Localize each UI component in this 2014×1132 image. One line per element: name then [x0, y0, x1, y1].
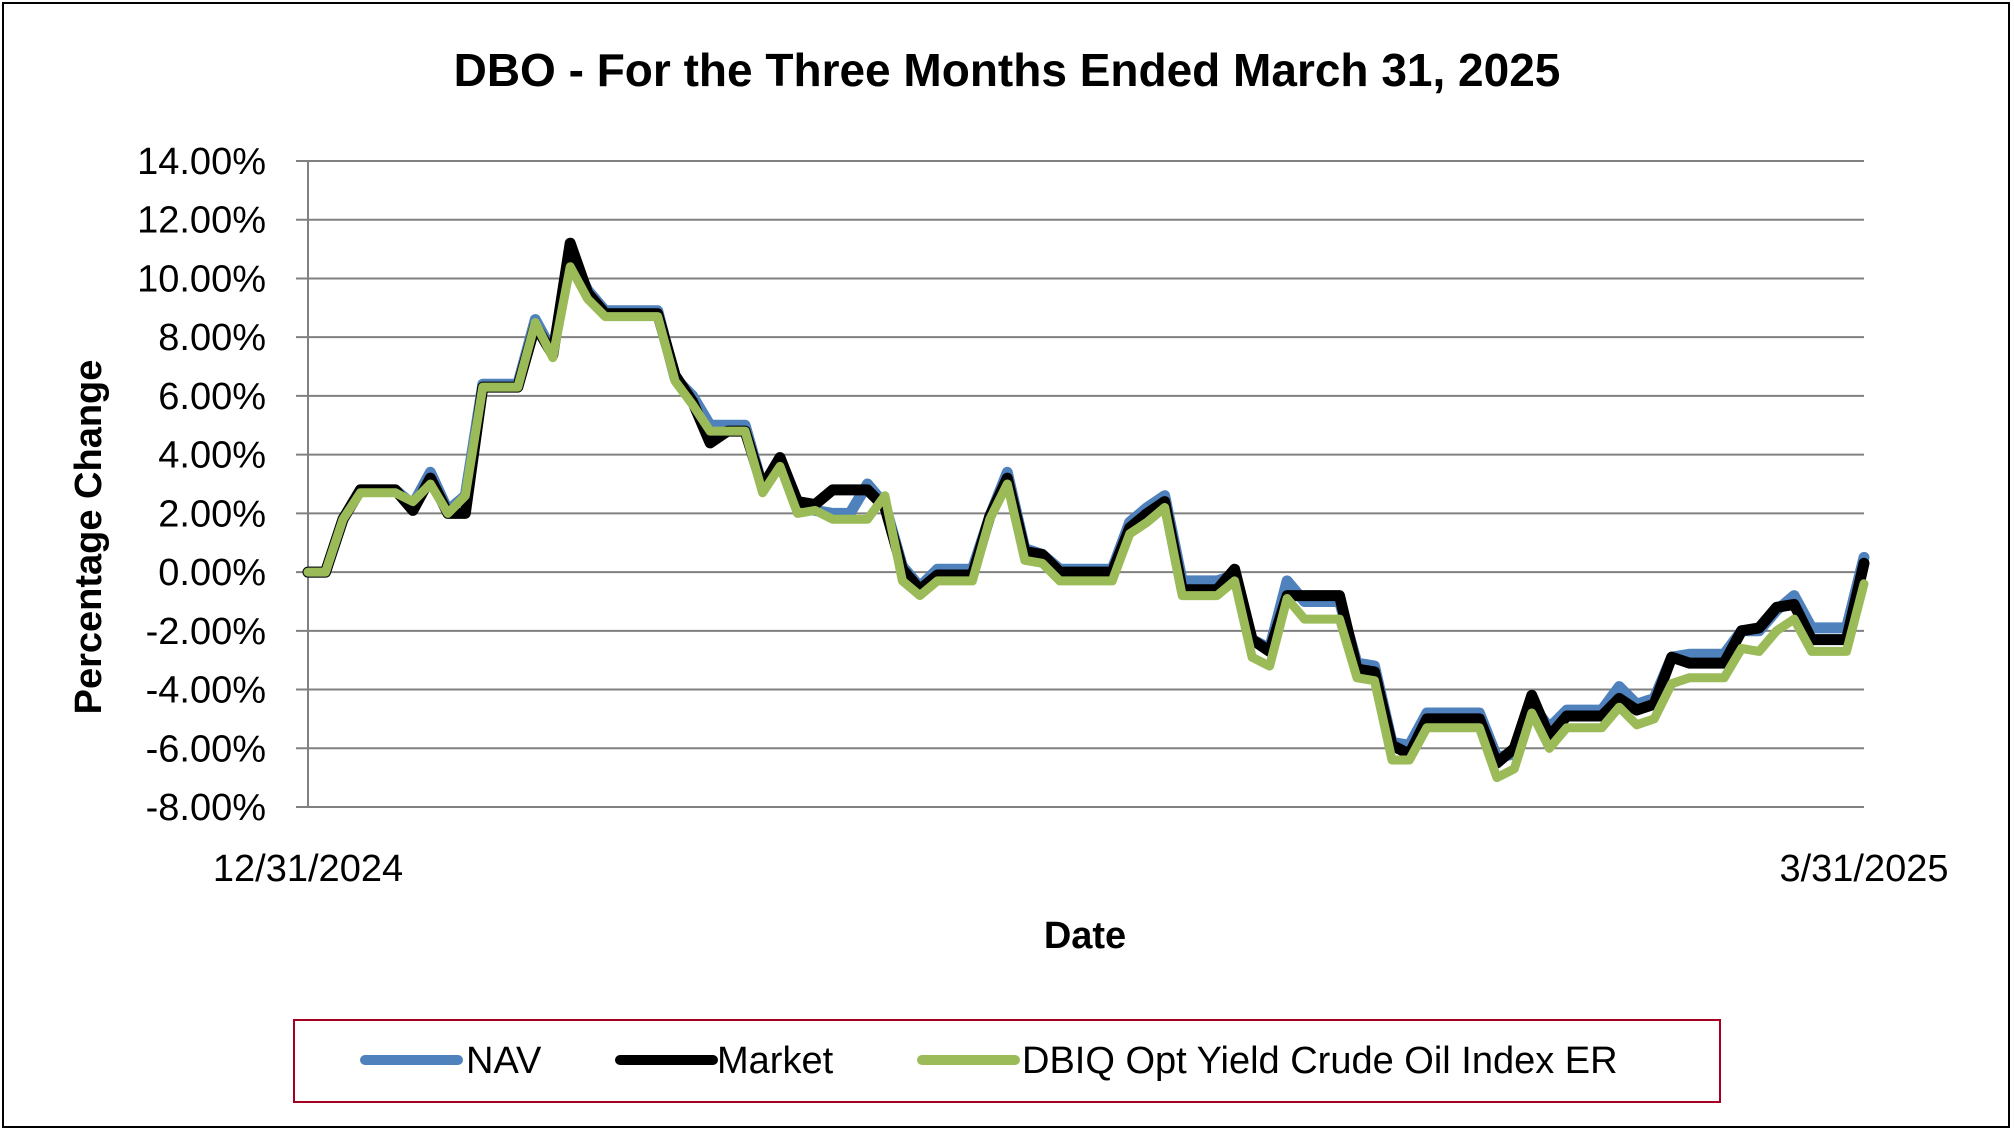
legend-label-market: Market [717, 1040, 834, 1082]
series-line-market [302, 237, 1870, 769]
y-tick-label: 8.00% [158, 317, 266, 359]
x-tick-label-start: 12/31/2024 [213, 848, 403, 890]
y-tick-label: 0.00% [158, 552, 266, 594]
y-tick-label: 2.00% [158, 493, 266, 535]
y-tick-label: -4.00% [146, 670, 266, 712]
x-axis-title: Date [1044, 915, 1126, 957]
y-tick-label: -6.00% [146, 728, 266, 770]
y-tick-label: -2.00% [146, 611, 266, 653]
legend-label-nav: NAV [466, 1040, 542, 1082]
y-tick-label: 6.00% [158, 376, 266, 418]
y-tick-label: -8.00% [146, 787, 266, 829]
y-axis-title: Percentage Change [68, 360, 110, 715]
y-tick-label: 4.00% [158, 435, 266, 477]
series-lines [302, 237, 1870, 783]
y-tick-label: 10.00% [137, 258, 266, 300]
x-tick-label-end: 3/31/2025 [1779, 848, 1948, 890]
y-axis-ticks: 14.00% 12.00% 10.00% 8.00% 6.00% 4.00% 2.00% 0.… [137, 141, 266, 829]
legend-label-index: DBIQ Opt Yield Crude Oil Index ER [1022, 1040, 1618, 1082]
y-tick-label: 14.00% [137, 141, 266, 183]
y-tick-label: 12.00% [137, 200, 266, 242]
x-axis-ticks: 12/31/2024 3/31/2025 [213, 848, 1949, 890]
legend: NAV Market DBIQ Opt Yield Crude Oil Inde… [293, 1019, 1721, 1103]
series-line-index [303, 262, 1869, 783]
chart-title: DBO - For the Three Months Ended March 3… [454, 44, 1561, 96]
gridlines [296, 160, 1864, 808]
